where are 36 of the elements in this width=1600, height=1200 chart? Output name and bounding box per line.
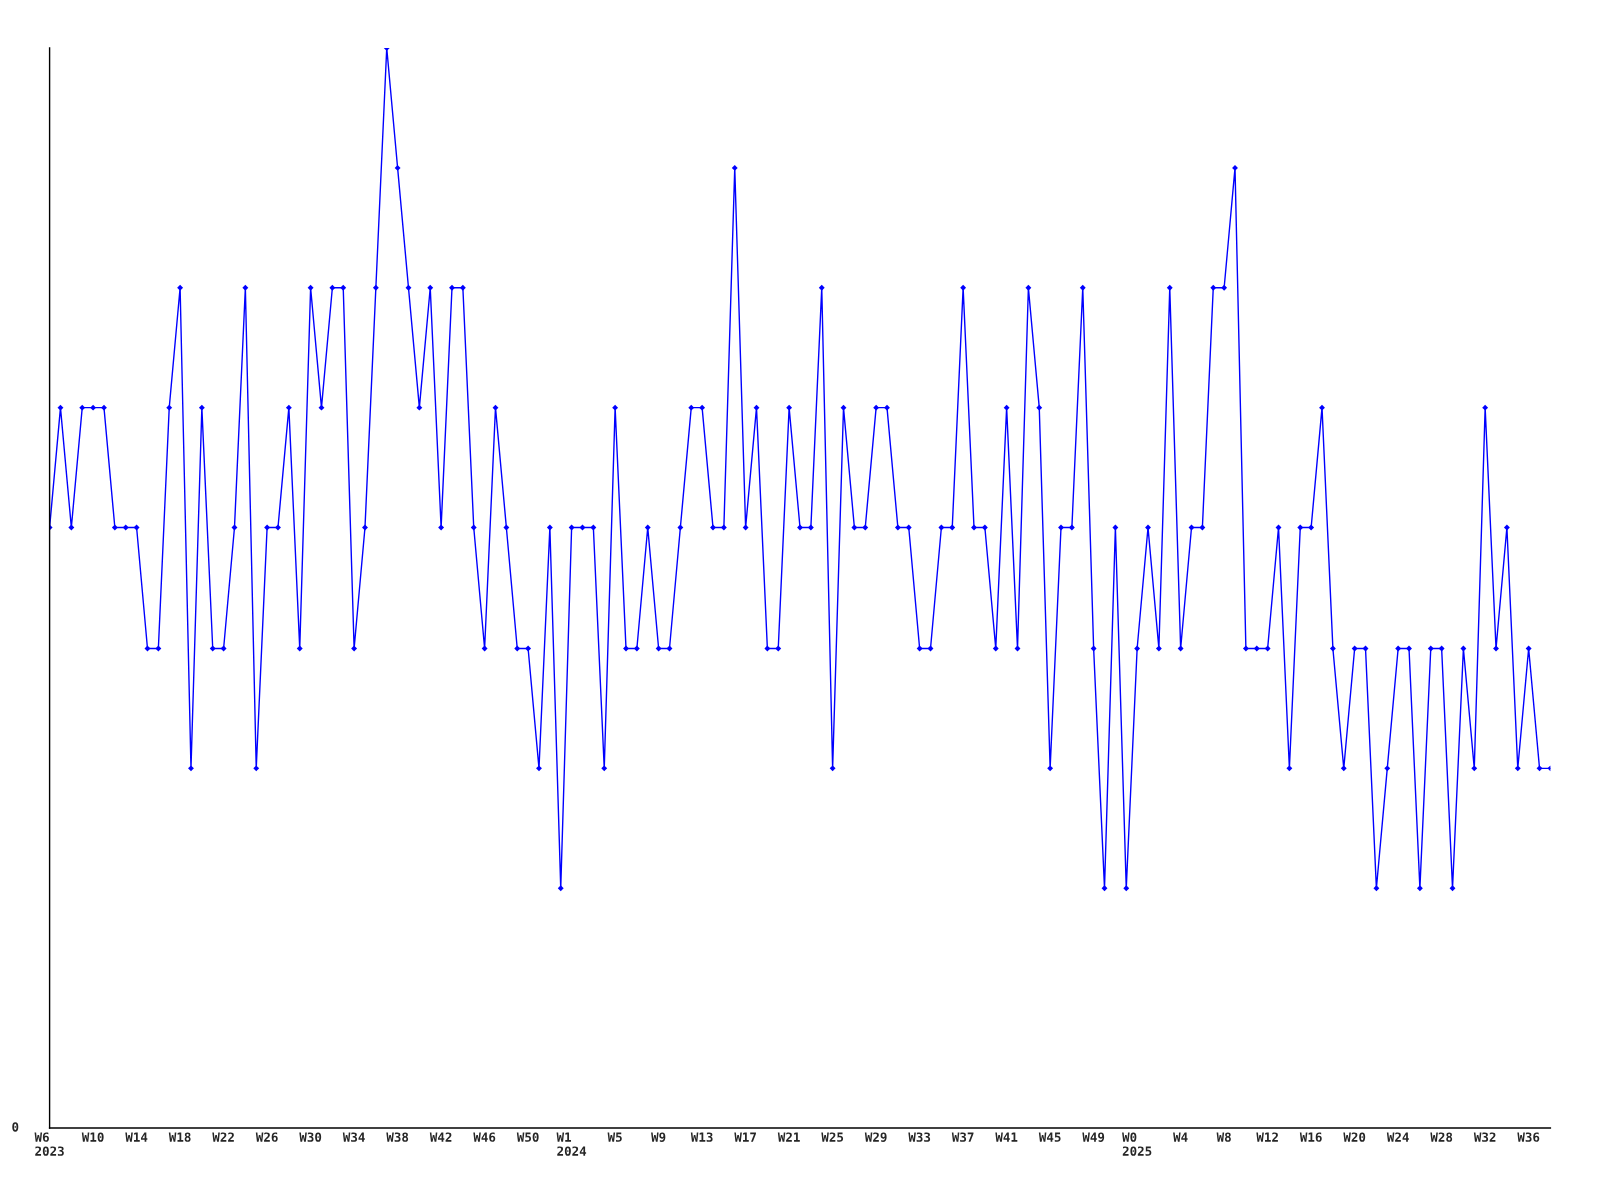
x-tick-label: W38 bbox=[386, 1132, 409, 1142]
x-tick-label: W13 bbox=[690, 1132, 713, 1142]
x-tick-label: W24 bbox=[1386, 1132, 1409, 1142]
x-tick-label: W8 bbox=[1216, 1132, 1231, 1142]
x-tick-label: W0 2025 bbox=[1122, 1132, 1152, 1156]
x-tick-label: W45 bbox=[1038, 1132, 1061, 1142]
x-tick-label: W22 bbox=[212, 1132, 234, 1142]
x-tick-label: W1 2024 bbox=[556, 1132, 587, 1156]
x-tick-label: W37 bbox=[951, 1132, 974, 1142]
x-tick-label: W36 bbox=[1517, 1132, 1540, 1142]
x-tick-label: W6 2023 bbox=[34, 1132, 64, 1156]
x-tick-label: W49 bbox=[1082, 1132, 1105, 1142]
x-tick-label: W14 bbox=[125, 1132, 148, 1142]
x-tick-label: W41 bbox=[995, 1132, 1018, 1142]
x-tick-label: W4 bbox=[1173, 1132, 1188, 1142]
x-tick-label: W10 bbox=[81, 1132, 104, 1142]
x-tick-label: W30 bbox=[299, 1132, 322, 1142]
x-tick-label: W42 bbox=[429, 1132, 452, 1142]
x-tick-label: W46 bbox=[473, 1132, 496, 1142]
x-tick-label: W25 bbox=[821, 1132, 844, 1142]
x-tick-label: W12 bbox=[1256, 1132, 1278, 1142]
x-tick-label: W34 bbox=[342, 1132, 365, 1142]
x-tick-label: W20 bbox=[1343, 1132, 1366, 1142]
x-tick-label: W50 bbox=[516, 1132, 539, 1142]
x-tick-label: W9 bbox=[651, 1132, 666, 1142]
x-tick-label: W5 bbox=[607, 1132, 622, 1142]
text: 0 bbox=[12, 1122, 19, 1132]
x-tick-label: W26 bbox=[255, 1132, 278, 1142]
x-tick-label: W16 bbox=[1299, 1132, 1322, 1142]
x-tick-label: W28 bbox=[1430, 1132, 1453, 1142]
x-tick-label: W17 bbox=[734, 1132, 756, 1142]
x-tick-label: W21 bbox=[777, 1132, 800, 1142]
x-tick-label: W29 bbox=[864, 1132, 887, 1142]
x-tick-label: W18 bbox=[168, 1132, 191, 1142]
x-tick-label: W33 bbox=[908, 1132, 931, 1142]
x-tick-label: W32 bbox=[1473, 1132, 1496, 1142]
